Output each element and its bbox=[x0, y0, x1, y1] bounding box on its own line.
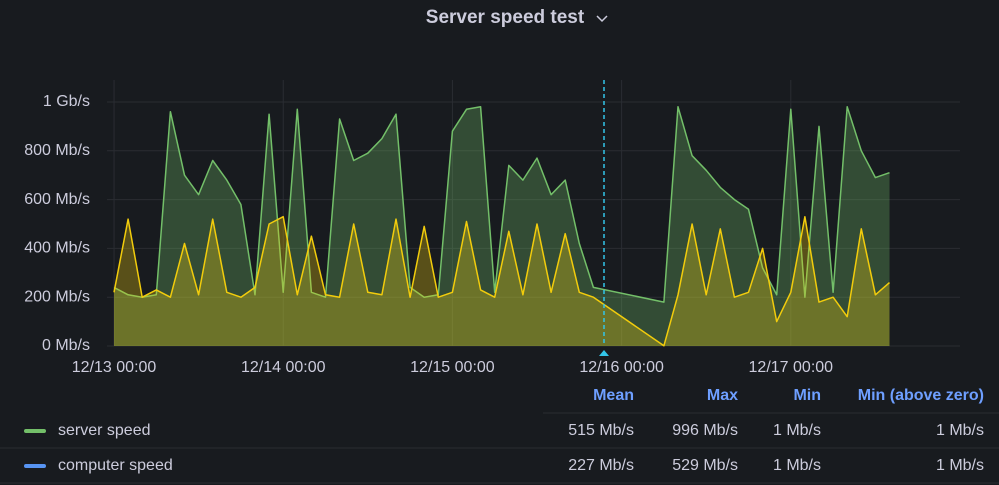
y-tick-label: 400 Mb/s bbox=[24, 240, 90, 257]
series-area bbox=[114, 216, 890, 346]
legend-stat: 1 Mb/s bbox=[936, 457, 984, 474]
legend-label[interactable]: computer speed bbox=[58, 457, 173, 474]
x-tick-label: 12/15 00:00 bbox=[410, 359, 495, 376]
y-tick-label: 1 Gb/s bbox=[43, 93, 90, 110]
legend-stat: 1 Mb/s bbox=[773, 422, 821, 439]
legend-column-header[interactable]: Max bbox=[707, 387, 738, 404]
x-tick-label: 12/13 00:00 bbox=[72, 359, 157, 376]
legend-column-header[interactable]: Mean bbox=[593, 387, 634, 404]
y-tick-label: 800 Mb/s bbox=[24, 142, 90, 159]
legend-stat: 1 Mb/s bbox=[936, 422, 984, 439]
legend: Mean Max Min Min (above zero) server speed 51… bbox=[0, 387, 999, 484]
chart-title: Server speed test bbox=[426, 7, 585, 28]
x-tick-label: 12/14 00:00 bbox=[241, 359, 326, 376]
plot-area: 0 Mb/s 200 Mb/s 400 Mb/s 600 Mb/s 800 Mb/s 1 … bbox=[24, 80, 960, 376]
legend-stat: 996 Mb/s bbox=[672, 422, 738, 439]
annotation-marker[interactable] bbox=[599, 350, 609, 356]
x-tick-label: 12/16 00:00 bbox=[579, 359, 664, 376]
y-tick-label: 200 Mb/s bbox=[24, 288, 90, 305]
y-tick-label: 600 Mb/s bbox=[24, 191, 90, 208]
legend-label[interactable]: server speed bbox=[58, 422, 151, 439]
series-line bbox=[113, 215, 890, 347]
legend-stat: 227 Mb/s bbox=[568, 457, 634, 474]
legend-stat: 515 Mb/s bbox=[568, 422, 634, 439]
legend-column-header[interactable]: Min bbox=[793, 387, 821, 404]
legend-column-header[interactable]: Min (above zero) bbox=[858, 387, 984, 404]
y-tick-label: 0 Mb/s bbox=[42, 337, 90, 354]
legend-stat: 1 Mb/s bbox=[773, 457, 821, 474]
legend-stat: 529 Mb/s bbox=[672, 457, 738, 474]
title-menu-icon[interactable] bbox=[596, 15, 608, 23]
series-area bbox=[114, 106, 890, 346]
x-tick-label: 12/17 00:00 bbox=[749, 359, 834, 376]
